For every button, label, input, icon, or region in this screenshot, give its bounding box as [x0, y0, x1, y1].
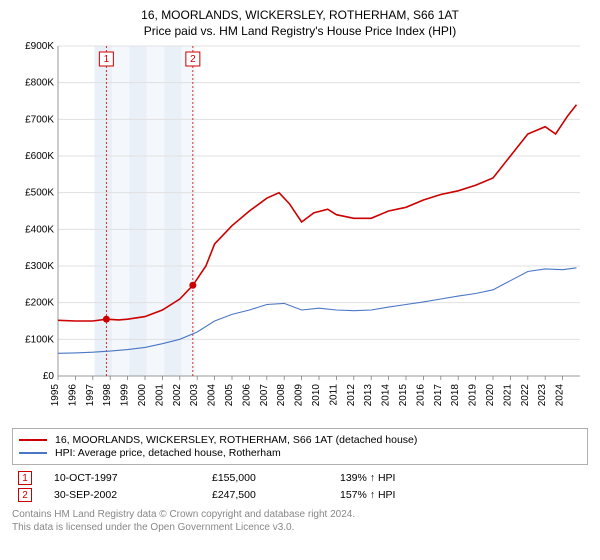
svg-text:2016: 2016: [415, 384, 426, 407]
svg-text:£300K: £300K: [25, 261, 54, 272]
title-block: 16, MOORLANDS, WICKERSLEY, ROTHERHAM, S6…: [12, 8, 588, 38]
svg-text:£700K: £700K: [25, 114, 54, 125]
transaction-vs-hpi: 139% ↑ HPI: [340, 472, 460, 484]
svg-text:1995: 1995: [50, 384, 61, 407]
svg-text:2006: 2006: [241, 384, 252, 407]
transaction-date: 30-SEP-2002: [54, 489, 204, 501]
svg-text:1: 1: [104, 54, 110, 65]
svg-text:2003: 2003: [189, 384, 200, 407]
svg-text:2011: 2011: [328, 384, 339, 406]
legend-label-property: 16, MOORLANDS, WICKERSLEY, ROTHERHAM, S6…: [55, 434, 417, 446]
legend-label-hpi: HPI: Average price, detached house, Roth…: [55, 447, 281, 459]
chart-area: £0 £100K £200K £300K £400K £500K £600K £700K £80…: [12, 42, 588, 422]
svg-text:2021: 2021: [502, 384, 513, 407]
legend-item-property: 16, MOORLANDS, WICKERSLEY, ROTHERHAM, S6…: [19, 434, 581, 446]
svg-text:2009: 2009: [294, 384, 305, 407]
svg-text:2010: 2010: [311, 384, 322, 407]
svg-text:2004: 2004: [207, 384, 218, 407]
svg-text:2024: 2024: [555, 384, 566, 407]
svg-text:1998: 1998: [102, 384, 113, 407]
svg-text:£400K: £400K: [25, 224, 54, 235]
table-row: 2 30-SEP-2002 £247,500 157% ↑ HPI: [12, 488, 588, 502]
svg-text:£200K: £200K: [25, 298, 54, 309]
svg-text:1996: 1996: [67, 384, 78, 407]
legend-item-hpi: HPI: Average price, detached house, Roth…: [19, 447, 581, 459]
chart-container: 16, MOORLANDS, WICKERSLEY, ROTHERHAM, S6…: [0, 0, 600, 560]
marker-badge: 2: [18, 488, 32, 502]
svg-text:2008: 2008: [276, 384, 287, 407]
marker-badge: 1: [18, 471, 32, 485]
svg-text:£800K: £800K: [25, 78, 54, 89]
svg-text:2020: 2020: [485, 384, 496, 407]
svg-text:2005: 2005: [224, 384, 235, 407]
price-chart-svg: £0 £100K £200K £300K £400K £500K £600K £700K £80…: [12, 42, 588, 422]
transaction-vs-hpi: 157% ↑ HPI: [340, 489, 460, 501]
transaction-date: 10-OCT-1997: [54, 472, 204, 484]
svg-text:2019: 2019: [468, 384, 479, 407]
svg-text:2002: 2002: [172, 384, 183, 407]
footer-line-2: This data is licensed under the Open Gov…: [12, 521, 588, 534]
svg-text:1997: 1997: [85, 384, 96, 407]
svg-text:2007: 2007: [259, 384, 270, 407]
transaction-price: £155,000: [212, 472, 332, 484]
attribution-footer: Contains HM Land Registry data © Crown c…: [12, 508, 588, 534]
svg-text:2015: 2015: [398, 384, 409, 407]
svg-text:£100K: £100K: [25, 334, 54, 345]
svg-text:2014: 2014: [381, 384, 392, 407]
transaction-price: £247,500: [212, 489, 332, 501]
svg-text:2018: 2018: [450, 384, 461, 407]
svg-text:1999: 1999: [120, 384, 131, 407]
svg-text:2022: 2022: [520, 384, 531, 407]
svg-text:2: 2: [190, 54, 196, 65]
svg-text:£900K: £900K: [25, 42, 54, 52]
table-row: 1 10-OCT-1997 £155,000 139% ↑ HPI: [12, 471, 588, 485]
chart-title-address: 16, MOORLANDS, WICKERSLEY, ROTHERHAM, S6…: [12, 8, 588, 22]
legend-swatch-property: [19, 439, 47, 441]
svg-text:2017: 2017: [433, 384, 444, 407]
chart-subtitle: Price paid vs. HM Land Registry's House …: [12, 24, 588, 38]
svg-text:£600K: £600K: [25, 151, 54, 162]
footer-line-1: Contains HM Land Registry data © Crown c…: [12, 508, 588, 521]
svg-text:2013: 2013: [363, 384, 374, 407]
svg-text:£500K: £500K: [25, 188, 54, 199]
legend-swatch-hpi: [19, 452, 47, 454]
svg-text:£0: £0: [43, 371, 55, 382]
legend: 16, MOORLANDS, WICKERSLEY, ROTHERHAM, S6…: [12, 428, 588, 465]
svg-text:2012: 2012: [346, 384, 357, 407]
svg-text:2000: 2000: [137, 384, 148, 407]
svg-text:2023: 2023: [537, 384, 548, 407]
transaction-table: 1 10-OCT-1997 £155,000 139% ↑ HPI 2 30-S…: [12, 471, 588, 502]
svg-text:2001: 2001: [154, 384, 165, 407]
